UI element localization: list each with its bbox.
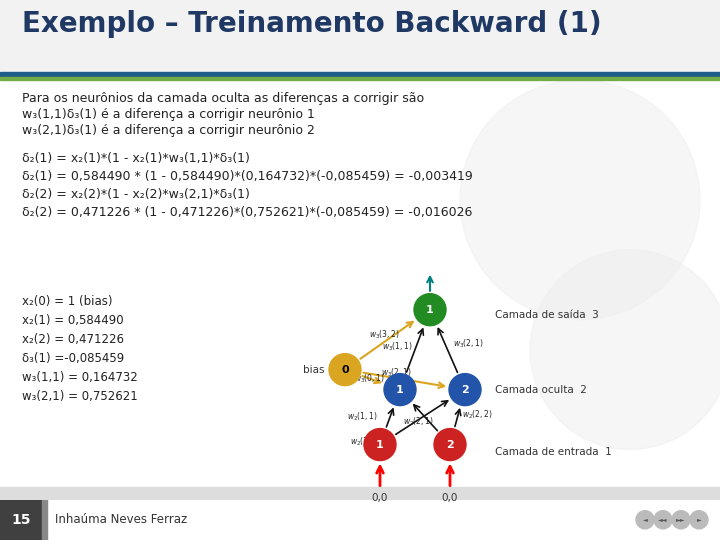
Text: Inhaúma Neves Ferraz: Inhaúma Neves Ferraz: [55, 513, 187, 526]
Text: 0: 0: [341, 364, 348, 375]
Circle shape: [460, 80, 700, 320]
Bar: [0, 487, 720, 500]
Text: $w_3(1,1)$: $w_3(1,1)$: [382, 341, 413, 353]
Text: $w_3(3,2)$: $w_3(3,2)$: [369, 329, 400, 341]
Text: 15: 15: [12, 513, 31, 526]
Text: 0,0: 0,0: [442, 492, 458, 503]
Bar: [0, 500, 42, 540]
Text: w₃(1,1)δ₃(1) é a diferença a corrigir neurônio 1: w₃(1,1)δ₃(1) é a diferença a corrigir ne…: [22, 108, 315, 121]
Bar: [0, 77, 720, 80]
Text: Para os neurônios da camada oculta as diferenças a corrigir são: Para os neurônios da camada oculta as di…: [22, 92, 424, 105]
Text: Exemplo – Treinamento Backward (1): Exemplo – Treinamento Backward (1): [22, 10, 602, 38]
Bar: [0, 80, 720, 500]
Text: δ₂(2) = x₂(2)*(1 - x₂(2)*w₃(2,1)*δ₃(1): δ₂(2) = x₂(2)*(1 - x₂(2)*w₃(2,1)*δ₃(1): [22, 188, 250, 201]
Text: ►: ►: [697, 517, 701, 522]
Text: x₂(1) = 0,584490: x₂(1) = 0,584490: [22, 314, 124, 327]
Circle shape: [384, 374, 416, 406]
Text: Camada oculta  2: Camada oculta 2: [495, 384, 587, 395]
Text: δ₂(2) = 0,471226 * (1 - 0,471226)*(0,752621)*(-0,085459) = -0,016026: δ₂(2) = 0,471226 * (1 - 0,471226)*(0,752…: [22, 206, 472, 219]
Circle shape: [690, 511, 708, 529]
FancyBboxPatch shape: [0, 0, 720, 72]
Circle shape: [329, 354, 361, 386]
Text: Camada de entrada  1: Camada de entrada 1: [495, 447, 612, 456]
Text: x₂(0) = 1 (bias): x₂(0) = 1 (bias): [22, 295, 112, 308]
Circle shape: [364, 429, 396, 461]
Text: $w_2(1,1)$: $w_2(1,1)$: [347, 410, 378, 423]
Text: 2: 2: [446, 440, 454, 450]
Bar: [42, 500, 47, 540]
Text: $w_2(1,2)$: $w_2(1,2)$: [350, 436, 380, 448]
Text: $w_3(2,1)$: $w_3(2,1)$: [381, 367, 412, 379]
Text: ►►: ►►: [676, 517, 685, 522]
Circle shape: [636, 511, 654, 529]
Text: 2: 2: [461, 384, 469, 395]
Text: $w_2(2,2)$: $w_2(2,2)$: [462, 409, 492, 421]
Text: δ₂(1) = 0,584490 * (1 - 0,584490)*(0,164732)*(-0,085459) = -0,003419: δ₂(1) = 0,584490 * (1 - 0,584490)*(0,164…: [22, 170, 473, 183]
Text: w₃(2,1) = 0,752621: w₃(2,1) = 0,752621: [22, 390, 138, 403]
Bar: [0, 72, 720, 77]
Text: ◄: ◄: [643, 517, 647, 522]
Text: 1: 1: [376, 440, 384, 450]
Text: bias: bias: [302, 364, 324, 375]
Circle shape: [414, 294, 446, 326]
Text: $w_3(0,1)$: $w_3(0,1)$: [354, 373, 384, 385]
Text: x₂(2) = 0,471226: x₂(2) = 0,471226: [22, 333, 124, 346]
Text: 0,0: 0,0: [372, 492, 388, 503]
Text: 1: 1: [426, 305, 434, 315]
Text: δ₂(1) = x₂(1)*(1 - x₂(1)*w₃(1,1)*δ₃(1): δ₂(1) = x₂(1)*(1 - x₂(1)*w₃(1,1)*δ₃(1): [22, 152, 250, 165]
Text: ◄◄: ◄◄: [658, 517, 667, 522]
Circle shape: [530, 249, 720, 449]
Circle shape: [654, 511, 672, 529]
Text: Camada de saída  3: Camada de saída 3: [495, 309, 599, 320]
Text: w₃(1,1) = 0,164732: w₃(1,1) = 0,164732: [22, 370, 138, 383]
Circle shape: [449, 374, 481, 406]
Circle shape: [434, 429, 466, 461]
Text: $w_3(2,1)$: $w_3(2,1)$: [453, 338, 484, 350]
Circle shape: [672, 511, 690, 529]
Text: w₃(2,1)δ₃(1) é a diferença a corrigir neurônio 2: w₃(2,1)δ₃(1) é a diferença a corrigir ne…: [22, 124, 315, 137]
Text: $w_2(2,1)$: $w_2(2,1)$: [402, 416, 433, 428]
Text: δ₃(1) =-0,085459: δ₃(1) =-0,085459: [22, 352, 125, 365]
Text: 1: 1: [396, 384, 404, 395]
